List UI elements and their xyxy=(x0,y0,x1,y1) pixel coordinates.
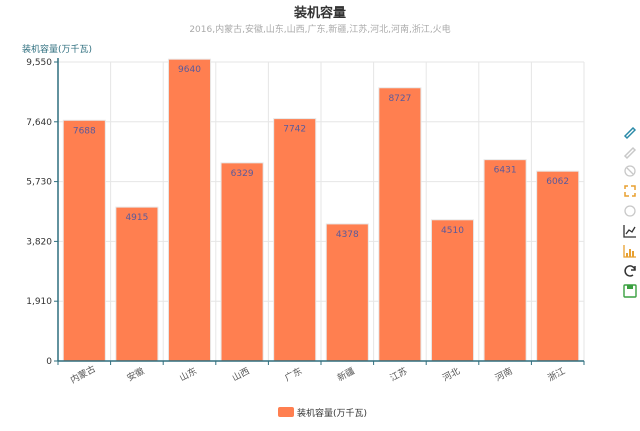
mark-undo-icon[interactable] xyxy=(622,143,638,160)
bar[interactable] xyxy=(378,87,422,362)
bar-data-label: 7742 xyxy=(283,125,306,135)
grid-lines xyxy=(58,61,585,361)
bar-series xyxy=(62,58,580,362)
restore-arc xyxy=(624,265,636,277)
pencil-shape xyxy=(623,126,637,140)
bar-data-label: 6431 xyxy=(494,166,517,176)
restore-icon[interactable] xyxy=(622,263,638,279)
pencil-shape xyxy=(623,146,637,160)
clear-shape xyxy=(624,165,636,177)
x-tick-label: 广东 xyxy=(283,365,305,384)
floppy-shutter xyxy=(627,285,633,289)
legend-swatch[interactable] xyxy=(278,407,294,417)
y-tick-label: 1,910 xyxy=(26,297,52,307)
chart-title: 装机容量 xyxy=(293,5,346,21)
bar-data-label: 9640 xyxy=(178,65,201,75)
bar-data-label: 6062 xyxy=(546,177,569,187)
x-tick-label: 新疆 xyxy=(335,365,357,384)
bar[interactable] xyxy=(62,119,106,362)
bar-data-label: 4915 xyxy=(125,213,148,223)
chart-subtitle: 2016,内蒙古,安徽,山东,山西,广东,新疆,江苏,河北,河南,浙江,火电 xyxy=(189,23,450,35)
reset-circle xyxy=(624,205,636,217)
bar[interactable] xyxy=(115,206,159,362)
y-tick-label: 9,550 xyxy=(26,58,52,68)
x-tick-label: 山西 xyxy=(230,366,251,384)
bar-data-label: 7688 xyxy=(73,126,96,136)
x-tick-label: 河南 xyxy=(493,365,515,384)
bar-shape xyxy=(632,251,634,257)
legend[interactable]: 装机容量(万千瓦) xyxy=(278,407,367,419)
clear-slash xyxy=(626,167,634,175)
line-shape xyxy=(623,225,636,238)
bar-data-label: 6329 xyxy=(231,169,254,179)
bar-data-label: 4510 xyxy=(441,226,464,236)
zoom-frame xyxy=(624,185,636,197)
bar[interactable] xyxy=(536,170,580,362)
y-tick-label: 5,730 xyxy=(26,178,52,188)
bar[interactable] xyxy=(273,118,317,362)
bar[interactable] xyxy=(430,219,475,362)
y-tick-label: 7,640 xyxy=(26,118,52,128)
bar-data-label: 8727 xyxy=(388,94,411,104)
restore-arrow xyxy=(631,266,636,271)
mark-icon[interactable] xyxy=(622,123,638,140)
x-tick-label: 山东 xyxy=(177,365,199,384)
line-chart-icon[interactable] xyxy=(622,223,638,239)
axes xyxy=(54,58,585,365)
save-image-icon[interactable] xyxy=(622,283,638,299)
bar[interactable] xyxy=(220,162,264,362)
data-zoom-reset-icon[interactable] xyxy=(622,203,638,219)
data-zoom-icon[interactable] xyxy=(622,183,638,199)
x-tick-label: 河北 xyxy=(440,365,462,384)
mark-clear-icon[interactable] xyxy=(622,163,638,179)
bar[interactable] xyxy=(167,58,212,362)
bar-data-label: 4378 xyxy=(336,230,359,240)
toolbox xyxy=(622,123,638,299)
bar[interactable] xyxy=(325,223,369,362)
y-axis-title: 装机容量(万千瓦) xyxy=(22,43,92,55)
x-tick-label: 江苏 xyxy=(388,365,410,384)
x-tick-label: 内蒙古 xyxy=(68,363,97,386)
x-tick-label: 安徽 xyxy=(125,365,147,384)
legend-label[interactable]: 装机容量(万千瓦) xyxy=(297,407,367,419)
bar-shape xyxy=(629,249,631,257)
bar[interactable] xyxy=(483,159,527,362)
bar-shape xyxy=(626,253,628,257)
bar-chart-icon[interactable] xyxy=(622,243,638,259)
x-tick-label: 浙江 xyxy=(546,365,568,384)
y-tick-label: 3,820 xyxy=(26,237,52,247)
y-tick-label: 0 xyxy=(46,357,52,367)
